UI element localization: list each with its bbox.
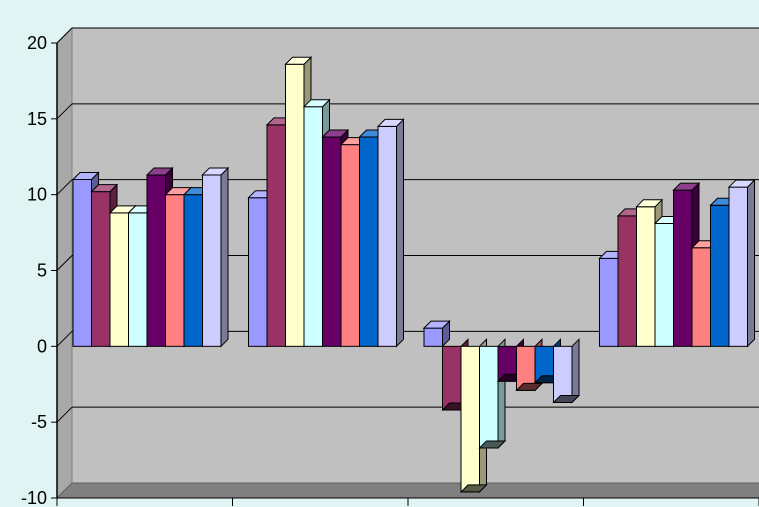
bar-top [635,199,664,208]
bar[interactable] [303,106,323,347]
y-tick-label: -10 [21,488,47,507]
bar[interactable] [202,174,222,347]
gridline-side [56,406,73,423]
bar[interactable] [442,345,462,411]
bar-top [284,56,313,65]
bar-top [201,167,230,176]
bar-top [90,184,119,193]
bar[interactable] [617,215,637,347]
bar[interactable] [654,222,674,347]
gridline-side [56,179,73,196]
bar[interactable] [728,186,748,347]
bar[interactable] [673,189,693,347]
bar[interactable] [553,345,573,403]
y-tick-label: 15 [27,109,47,129]
bar-top [672,182,701,191]
bar-side [220,166,229,348]
gridline-side [56,103,73,120]
bar[interactable] [165,194,185,347]
bar-side [396,118,404,348]
bar[interactable] [128,212,148,347]
y-tick-label: 20 [27,33,47,53]
bar[interactable] [479,345,499,449]
bar[interactable] [359,136,379,347]
bar[interactable] [146,174,166,347]
y-tick-label: 5 [37,261,47,281]
bar-top [727,179,756,188]
bar[interactable] [340,144,360,347]
gridline-side [56,330,73,347]
bar-top [321,129,350,138]
bar[interactable] [710,204,730,347]
bar-side [571,338,580,404]
bar-top [71,172,100,180]
bar[interactable] [285,63,305,347]
y-tick-label: 10 [27,185,47,205]
bar[interactable] [691,247,711,347]
bar[interactable] [377,125,397,347]
bar-top [459,484,488,493]
bar-top [145,167,174,176]
bar-top [478,440,507,449]
bar-side [747,178,755,348]
bar[interactable] [322,136,342,347]
gridline-side [56,255,73,271]
bar[interactable] [248,197,268,347]
bar[interactable] [109,212,129,347]
bar[interactable] [91,191,111,347]
bar[interactable] [423,327,443,347]
floor [55,482,759,499]
bar[interactable] [266,124,286,347]
bar[interactable] [183,194,203,347]
y-tick-label: -5 [31,412,47,432]
bar-top [302,99,331,108]
bar[interactable] [599,257,619,347]
bar[interactable] [636,206,656,347]
bar-top [552,394,581,403]
gridline-side [56,27,73,44]
bar-top [515,382,544,391]
bar-top [376,118,405,127]
bar[interactable] [72,179,92,347]
y-tick-label: 0 [37,336,47,356]
bar-top [422,320,451,329]
bar[interactable] [460,345,480,493]
